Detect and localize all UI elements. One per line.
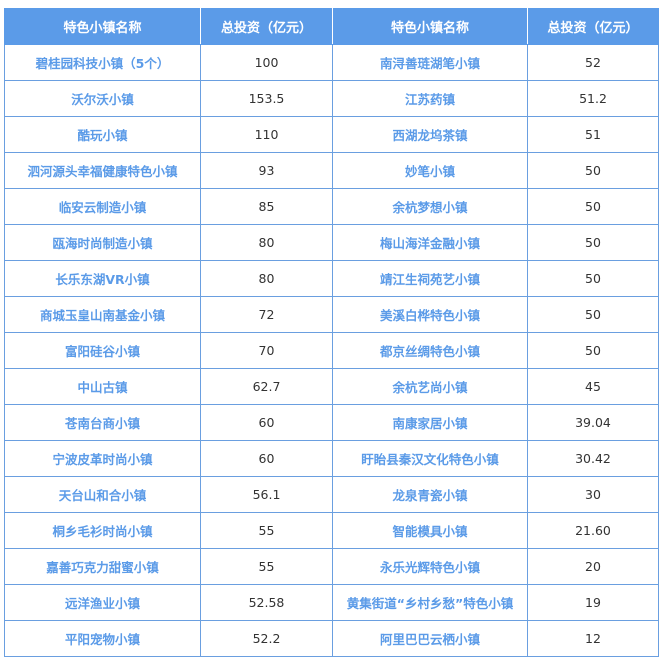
town-name-cell: 沃尔沃小镇 [4,80,201,117]
town-name-cell: 商城玉皇山南基金小镇 [4,296,201,333]
investment-cell: 30.42 [527,440,659,477]
header-investment: 总投资（亿元） [527,8,659,45]
investment-cell: 50 [527,224,659,261]
investment-cell: 72 [200,296,333,333]
table-row: 远洋渔业小镇 52.58 黄集街道“乡村乡愁”特色小镇 19 [4,584,659,621]
town-name-cell: 余杭梦想小镇 [332,188,528,225]
header-town-name: 特色小镇名称 [332,8,528,45]
investment-cell: 21.60 [527,512,659,549]
town-name-cell: 富阳硅谷小镇 [4,332,201,369]
investment-cell: 39.04 [527,404,659,441]
table-row: 嘉善巧克力甜蜜小镇 55 永乐光辉特色小镇 20 [4,548,659,585]
town-name-cell: 西湖龙坞茶镇 [332,116,528,153]
town-name-cell: 嘉善巧克力甜蜜小镇 [4,548,201,585]
table-row: 长乐东湖VR小镇 80 靖江生祠苑艺小镇 50 [4,260,659,297]
investment-cell: 80 [200,260,333,297]
town-name-cell: 都京丝绸特色小镇 [332,332,528,369]
investment-cell: 85 [200,188,333,225]
table-row: 苍南台商小镇 60 南康家居小镇 39.04 [4,404,659,441]
table-row: 瓯海时尚制造小镇 80 梅山海洋金融小镇 50 [4,224,659,261]
town-name-cell: 盱眙县秦汉文化特色小镇 [332,440,528,477]
table-row: 富阳硅谷小镇 70 都京丝绸特色小镇 50 [4,332,659,369]
town-name-cell: 龙泉青瓷小镇 [332,476,528,513]
town-name-cell: 酷玩小镇 [4,116,201,153]
town-name-cell: 长乐东湖VR小镇 [4,260,201,297]
investment-table: 特色小镇名称 总投资（亿元） 特色小镇名称 总投资（亿元） 碧桂园科技小镇（5个… [4,8,659,657]
town-name-cell: 瓯海时尚制造小镇 [4,224,201,261]
investment-cell: 50 [527,152,659,189]
town-name-cell: 南康家居小镇 [332,404,528,441]
investment-cell: 30 [527,476,659,513]
town-name-cell: 远洋渔业小镇 [4,584,201,621]
town-name-cell: 靖江生祠苑艺小镇 [332,260,528,297]
header-row: 特色小镇名称 总投资（亿元） 特色小镇名称 总投资（亿元） [4,8,659,45]
investment-cell: 20 [527,548,659,585]
town-name-cell: 天台山和合小镇 [4,476,201,513]
investment-cell: 50 [527,296,659,333]
investment-cell: 19 [527,584,659,621]
town-name-cell: 宁波皮革时尚小镇 [4,440,201,477]
investment-cell: 100 [200,44,333,81]
table-row: 商城玉皇山南基金小镇 72 美溪白桦特色小镇 50 [4,296,659,333]
town-name-cell: 临安云制造小镇 [4,188,201,225]
table-row: 泗河源头幸福健康特色小镇 93 妙笔小镇 50 [4,152,659,189]
investment-cell: 45 [527,368,659,405]
investment-cell: 60 [200,440,333,477]
investment-cell: 52.2 [200,620,333,657]
investment-cell: 51.2 [527,80,659,117]
header-investment: 总投资（亿元） [200,8,333,45]
town-name-cell: 智能模具小镇 [332,512,528,549]
town-name-cell: 阿里巴巴云栖小镇 [332,620,528,657]
town-name-cell: 苍南台商小镇 [4,404,201,441]
town-name-cell: 平阳宠物小镇 [4,620,201,657]
table-row: 平阳宠物小镇 52.2 阿里巴巴云栖小镇 12 [4,620,659,657]
investment-cell: 93 [200,152,333,189]
table-row: 沃尔沃小镇 153.5 江苏药镇 51.2 [4,80,659,117]
town-name-cell: 桐乡毛衫时尚小镇 [4,512,201,549]
investment-cell: 50 [527,260,659,297]
town-name-cell: 中山古镇 [4,368,201,405]
investment-cell: 80 [200,224,333,261]
town-name-cell: 妙笔小镇 [332,152,528,189]
investment-cell: 52 [527,44,659,81]
town-name-cell: 余杭艺尚小镇 [332,368,528,405]
investment-cell: 60 [200,404,333,441]
table-row: 天台山和合小镇 56.1 龙泉青瓷小镇 30 [4,476,659,513]
town-name-cell: 南浔善琏湖笔小镇 [332,44,528,81]
investment-cell: 153.5 [200,80,333,117]
table-row: 碧桂园科技小镇（5个） 100 南浔善琏湖笔小镇 52 [4,44,659,81]
investment-cell: 62.7 [200,368,333,405]
town-name-cell: 美溪白桦特色小镇 [332,296,528,333]
table-row: 桐乡毛衫时尚小镇 55 智能模具小镇 21.60 [4,512,659,549]
header-town-name: 特色小镇名称 [4,8,201,45]
investment-cell: 50 [527,332,659,369]
investment-cell: 55 [200,512,333,549]
investment-cell: 56.1 [200,476,333,513]
investment-cell: 12 [527,620,659,657]
investment-cell: 52.58 [200,584,333,621]
town-name-cell: 永乐光辉特色小镇 [332,548,528,585]
town-name-cell: 碧桂园科技小镇（5个） [4,44,201,81]
investment-cell: 55 [200,548,333,585]
town-name-cell: 泗河源头幸福健康特色小镇 [4,152,201,189]
table-row: 中山古镇 62.7 余杭艺尚小镇 45 [4,368,659,405]
investment-cell: 70 [200,332,333,369]
town-name-cell: 江苏药镇 [332,80,528,117]
investment-cell: 51 [527,116,659,153]
investment-cell: 110 [200,116,333,153]
town-name-cell: 梅山海洋金融小镇 [332,224,528,261]
investment-cell: 50 [527,188,659,225]
table-row: 宁波皮革时尚小镇 60 盱眙县秦汉文化特色小镇 30.42 [4,440,659,477]
table-row: 酷玩小镇 110 西湖龙坞茶镇 51 [4,116,659,153]
town-name-cell: 黄集街道“乡村乡愁”特色小镇 [332,584,528,621]
table-row: 临安云制造小镇 85 余杭梦想小镇 50 [4,188,659,225]
